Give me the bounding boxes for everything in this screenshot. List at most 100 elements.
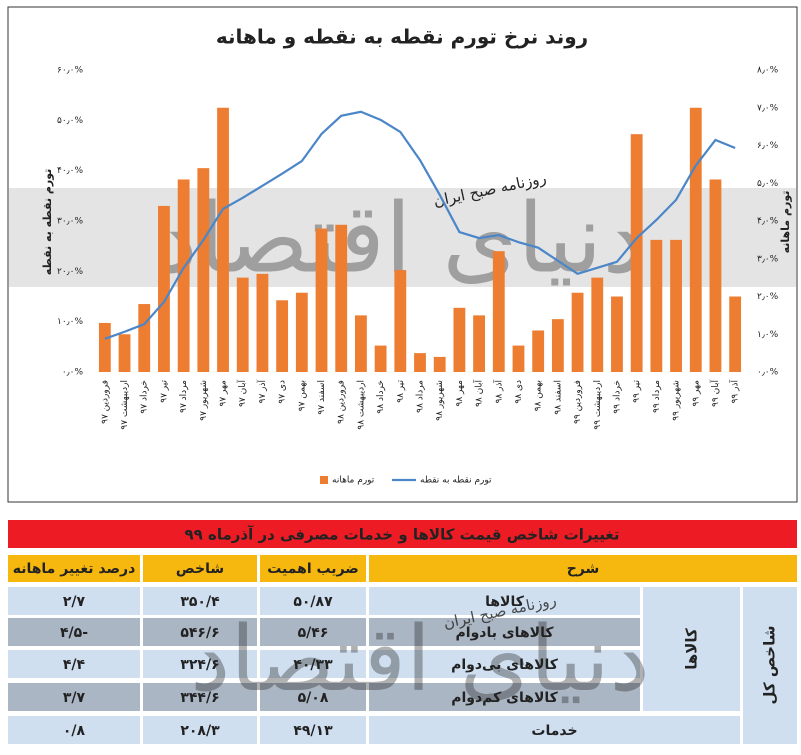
y2-tick-label: ۴٫۰% <box>757 217 779 227</box>
cell-text: ۰/۸ <box>63 723 86 739</box>
bar <box>217 107 229 372</box>
y2-tick-label: ۸٫۰% <box>757 66 779 76</box>
y-tick-label: ۲۰٫۰% <box>57 267 83 277</box>
x-tick-label: اردیبهشت ۹۹ <box>593 380 603 430</box>
bar <box>335 224 348 372</box>
bar <box>433 356 446 372</box>
bar <box>256 273 269 372</box>
bar <box>118 334 131 372</box>
table-cell <box>369 683 640 711</box>
table-cell <box>8 683 140 711</box>
y2-tick-label: ۶٫۰% <box>757 141 779 151</box>
line <box>104 110 736 340</box>
total-label: شاخص کل <box>761 626 779 705</box>
x-tick-label: شهریور ۹۷ <box>199 380 209 421</box>
table-cell <box>8 587 140 615</box>
x-tick-label: دی ۹۷ <box>278 380 288 404</box>
y2-tick-label: ۰٫۰% <box>757 368 779 378</box>
x-tick-label: مرداد ۹۸ <box>416 380 426 413</box>
bar <box>414 353 426 372</box>
bar <box>512 345 525 372</box>
header-cell <box>143 555 257 582</box>
table-cell <box>143 650 257 678</box>
y-tick-label: ۱۰٫۰% <box>57 317 83 327</box>
table-cell <box>8 650 140 678</box>
cell-text: ۵۰/۸۷ <box>293 594 333 610</box>
y-tick-label: ۵۰٫۰% <box>57 116 83 126</box>
bar <box>729 296 742 372</box>
bar <box>158 205 170 372</box>
table-title: تغییرات شاخص قیمت کالاها و خدمات مصرفی د… <box>184 526 619 544</box>
cell-text: -۴/۵ <box>60 625 88 641</box>
bar <box>630 134 643 372</box>
bar <box>670 239 682 372</box>
x-tick-label: خرداد ۹۹ <box>612 380 622 414</box>
cell-text: ۵۴۶/۶ <box>180 625 219 641</box>
bar <box>374 345 387 372</box>
table-cell <box>260 618 366 646</box>
table-cell <box>143 716 257 744</box>
bar <box>709 179 722 372</box>
logo: دنیای اقتصاد <box>190 607 650 712</box>
x-tick-label: آذر ۹۷ <box>256 380 268 404</box>
x-tick-label: بهمن ۹۷ <box>297 380 307 411</box>
bar <box>197 168 210 372</box>
cell-text: کالاها <box>485 594 525 610</box>
x-tick-label: فروردین ۹۹ <box>573 380 583 424</box>
cell-text: ۲/۷ <box>63 594 86 610</box>
x-tick-label: مهر ۹۸ <box>455 380 465 407</box>
bar <box>236 277 249 372</box>
x-tick-label: مهر ۹۷ <box>219 380 229 407</box>
bar <box>473 315 485 372</box>
x-tick-label: تیر ۹۹ <box>632 380 642 403</box>
y2-axis-title: تورم ماهانه <box>779 191 792 254</box>
y2-tick-label: ۳٫۰% <box>757 254 779 264</box>
bar <box>492 251 505 372</box>
table: تغییرات شاخص قیمت کالاها و خدمات مصرفی د… <box>8 520 797 744</box>
x-tick-label: آذر ۹۸ <box>492 380 504 404</box>
bar <box>295 292 308 372</box>
y2-tick-label: ۵٫۰% <box>757 179 779 189</box>
header-cell <box>8 555 140 582</box>
table-cell <box>143 683 257 711</box>
cell-text: ۳۲۴/۶ <box>180 657 219 673</box>
table-cell <box>260 683 366 711</box>
header-cell <box>369 555 797 582</box>
header-text: شاخص <box>176 561 224 577</box>
x-tick-label: شهریور ۹۸ <box>435 380 445 421</box>
bar <box>98 322 111 372</box>
bar <box>276 300 289 372</box>
x-tick-label: تیر ۹۷ <box>159 380 169 403</box>
table-cell <box>260 650 366 678</box>
bar <box>177 179 190 372</box>
plot: ۰٫۰% ۱۰٫۰% ۲۰٫۰% ۳۰٫۰% ۴۰٫۰% ۵۰٫۰% ۶۰٫۰% ۰٫۰% ۱٫… <box>57 66 779 486</box>
legend-swatch <box>320 476 328 484</box>
x-tick-label: بهمن ۹۸ <box>534 380 544 411</box>
legend-label: تورم نقطه به نقطه <box>420 476 492 486</box>
x-tick-label: آبان ۹۹ <box>709 380 721 407</box>
group-label: کالاها <box>683 628 701 670</box>
cell-text: ۳۵۰/۴ <box>180 594 220 610</box>
table-cell <box>143 618 257 646</box>
x-tick-label: دی ۹۸ <box>514 380 524 404</box>
table-cell <box>369 716 740 744</box>
y-tick-label: ۴۰٫۰% <box>57 166 83 176</box>
table-cell <box>143 587 257 615</box>
bar <box>591 277 604 372</box>
cell-text: ۳۴۴/۶ <box>180 690 219 706</box>
cell-text: ۵/۴۶ <box>298 625 329 641</box>
x-tick-label: آذر ۹۹ <box>729 380 741 404</box>
x-tick-label: اردیبهشت ۹۸ <box>356 380 366 430</box>
y-tick-label: ۰٫۰% <box>62 368 84 378</box>
x-tick-label: آبان ۹۸ <box>473 380 485 407</box>
cell-text: ۳/۷ <box>63 690 86 706</box>
x-tick-label: فروردین ۹۷ <box>100 380 110 424</box>
y-tick-label: ۶۰٫۰% <box>57 66 83 76</box>
cell-text: ۴/۴ <box>63 657 86 673</box>
cell-text: ۵/۰۸ <box>298 690 329 706</box>
bar <box>689 107 702 372</box>
x-tick-label: خرداد ۹۸ <box>376 380 386 414</box>
bar <box>532 330 545 372</box>
x-tick-label: اسفند ۹۸ <box>553 380 563 415</box>
